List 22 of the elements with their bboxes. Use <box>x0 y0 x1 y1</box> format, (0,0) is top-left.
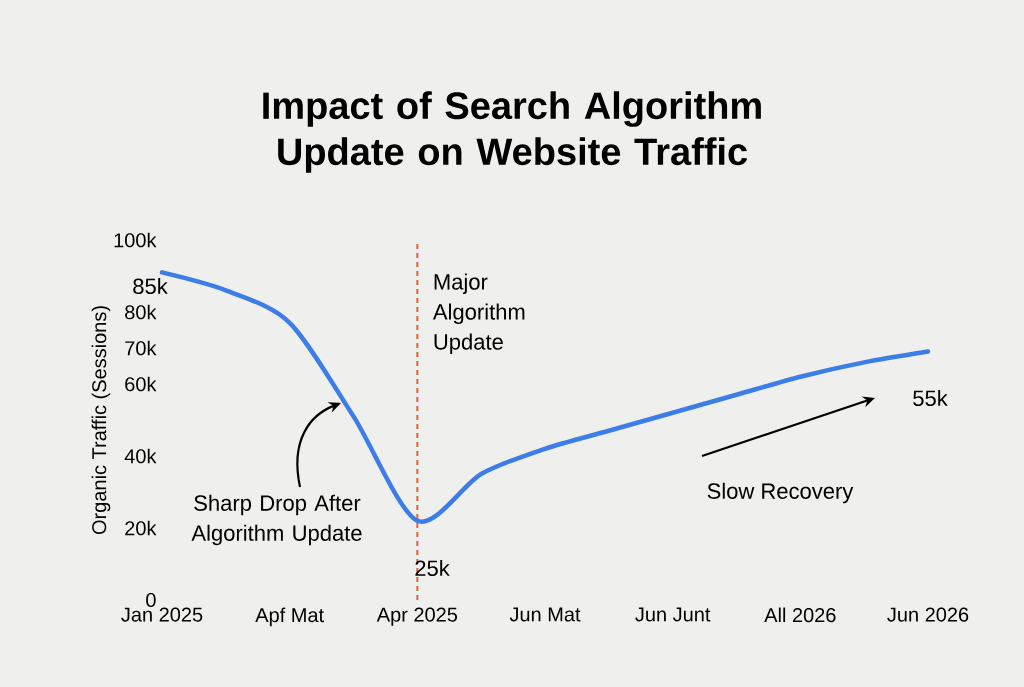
annotation: Sharp Drop After Algorithm Update <box>191 494 362 546</box>
annotation: 85k <box>133 277 168 295</box>
y-axis-title: Organic Traffic (Sessions) <box>91 306 111 535</box>
y-tick-label: 70k <box>125 340 157 356</box>
chart-title: Impact of Search Algorithm Update on Website Traffic <box>263 91 761 173</box>
annotation: 55k <box>913 389 948 407</box>
x-tick-label: Apr 2025 <box>376 607 458 626</box>
ref-line-label: Major Algorithm Update <box>432 273 525 355</box>
x-tick-label: Jan 2025 <box>121 607 203 622</box>
annotation: Slow Recovery <box>707 482 854 504</box>
x-tick-label: Apf Mat <box>255 607 324 627</box>
x-tick-label: All 2026 <box>764 607 836 623</box>
y-tick-label: 20k <box>125 520 157 536</box>
y-tick-label: 60k <box>125 376 157 392</box>
y-tick-label: 100k <box>114 232 157 248</box>
x-tick-label: Jun Mat <box>509 607 581 622</box>
x-tick-label: Jun Junt <box>635 607 711 622</box>
annotation: 25k <box>415 559 450 577</box>
x-tick-label: Jun 2026 <box>887 607 969 622</box>
y-tick-label: 0 <box>146 592 156 608</box>
y-tick-label: 80k <box>125 304 157 320</box>
y-tick-label: 40k <box>124 448 157 464</box>
